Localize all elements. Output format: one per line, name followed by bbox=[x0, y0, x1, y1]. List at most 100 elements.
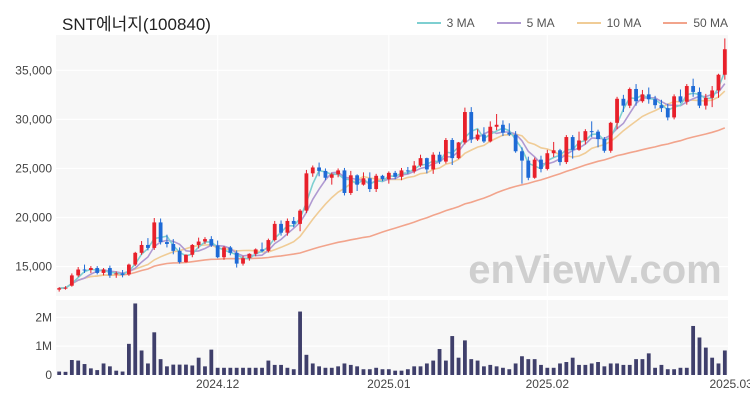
candle-body bbox=[196, 241, 201, 245]
candle-body bbox=[114, 273, 119, 275]
candle-body bbox=[520, 151, 524, 161]
candle-body bbox=[361, 178, 366, 185]
volume-bar bbox=[596, 362, 600, 375]
candle-body bbox=[348, 175, 353, 193]
volume-bar bbox=[570, 357, 575, 375]
volume-bar bbox=[272, 364, 277, 375]
candle-body bbox=[431, 154, 436, 170]
legend-item: 3 MA bbox=[416, 16, 475, 30]
volume-bar bbox=[177, 364, 182, 375]
volume-bar bbox=[336, 366, 341, 375]
volume-bar bbox=[374, 367, 379, 375]
candle-body bbox=[323, 170, 328, 178]
candle-body bbox=[367, 178, 372, 190]
candle-body bbox=[545, 153, 550, 169]
candle-body bbox=[209, 239, 214, 246]
candle-body bbox=[342, 170, 347, 193]
volume-bar bbox=[329, 367, 334, 375]
volume-bar bbox=[672, 369, 677, 375]
volume-bar bbox=[120, 371, 125, 375]
candle-body bbox=[513, 134, 518, 152]
candle-body bbox=[589, 131, 594, 133]
volume-bar bbox=[380, 369, 385, 375]
candle-body bbox=[501, 124, 505, 133]
candle-body bbox=[146, 244, 150, 248]
volume-bar bbox=[412, 366, 417, 375]
volume-bar bbox=[722, 350, 727, 375]
volume-bar bbox=[405, 369, 410, 375]
legend-label: 10 MA bbox=[606, 16, 642, 30]
candle-body bbox=[703, 97, 708, 106]
candle-body bbox=[551, 150, 556, 154]
watermark: enViewV.com bbox=[468, 248, 721, 292]
date-tick-label: 2024.12 bbox=[196, 377, 240, 391]
volume-bar bbox=[615, 363, 619, 375]
volume-bar bbox=[165, 366, 169, 375]
candle-body bbox=[602, 139, 607, 151]
legend-swatch bbox=[576, 22, 601, 24]
volume-bar bbox=[399, 370, 404, 375]
candle-body bbox=[139, 244, 144, 253]
candle-body bbox=[317, 167, 321, 171]
legend-item: 50 MA bbox=[663, 16, 728, 30]
volume-bar bbox=[361, 369, 366, 375]
candle-body bbox=[475, 134, 480, 140]
candle-body bbox=[722, 49, 727, 75]
volume-bar bbox=[551, 367, 556, 375]
volume-bar bbox=[76, 360, 81, 375]
volume-bar bbox=[234, 367, 239, 375]
candle-body bbox=[583, 131, 588, 141]
candle-body bbox=[412, 165, 417, 172]
price-tick-label: 25,000 bbox=[15, 161, 52, 175]
candle-body bbox=[627, 88, 632, 106]
volume-bar bbox=[63, 371, 68, 375]
candle-body bbox=[558, 150, 562, 163]
volume-bar bbox=[456, 357, 461, 375]
volume-bar bbox=[513, 363, 518, 375]
volume-bar bbox=[640, 359, 645, 375]
legend-label: 5 MA bbox=[526, 16, 555, 30]
volume-bar bbox=[431, 360, 436, 375]
candle-body bbox=[469, 112, 474, 140]
volume-bar bbox=[146, 363, 150, 375]
volume-bar bbox=[558, 363, 562, 375]
candle-body bbox=[203, 239, 207, 242]
volume-bar bbox=[304, 354, 309, 375]
candle-body bbox=[488, 126, 493, 142]
legend-item: 5 MA bbox=[496, 16, 555, 30]
volume-bar bbox=[494, 366, 499, 375]
volume-bar bbox=[469, 359, 474, 375]
volume-bar bbox=[443, 360, 448, 375]
volume-bar bbox=[139, 350, 144, 375]
volume-bar bbox=[203, 366, 207, 375]
candle-body bbox=[418, 158, 423, 166]
legend-label: 3 MA bbox=[446, 16, 475, 30]
candle-body bbox=[234, 252, 239, 264]
price-tick-label: 35,000 bbox=[15, 63, 52, 77]
candle-body bbox=[336, 170, 341, 175]
volume-tick-label: 0 bbox=[45, 368, 52, 382]
volume-bar bbox=[463, 340, 467, 375]
volume-panel bbox=[56, 300, 728, 375]
volume-tick-label: 2M bbox=[35, 310, 52, 324]
date-tick-label: 2025.02 bbox=[526, 377, 570, 391]
volume-bar bbox=[317, 366, 321, 375]
candle-body bbox=[450, 139, 455, 159]
volume-bar bbox=[450, 336, 455, 375]
candle-body bbox=[329, 174, 334, 178]
volume-bar bbox=[653, 367, 657, 375]
candle-body bbox=[260, 249, 264, 251]
volume-bar bbox=[684, 367, 689, 375]
candle-body bbox=[165, 242, 169, 244]
volume-bar bbox=[532, 359, 537, 375]
candle-body bbox=[304, 173, 309, 211]
volume-bar bbox=[88, 368, 93, 375]
candle-body bbox=[437, 154, 442, 162]
price-tick-label: 15,000 bbox=[15, 260, 52, 274]
volume-bar bbox=[184, 364, 188, 375]
candle-body bbox=[177, 250, 182, 263]
candle-body bbox=[63, 287, 68, 289]
candle-body bbox=[653, 99, 657, 106]
price-panel bbox=[56, 35, 728, 296]
candle-body bbox=[228, 247, 233, 253]
